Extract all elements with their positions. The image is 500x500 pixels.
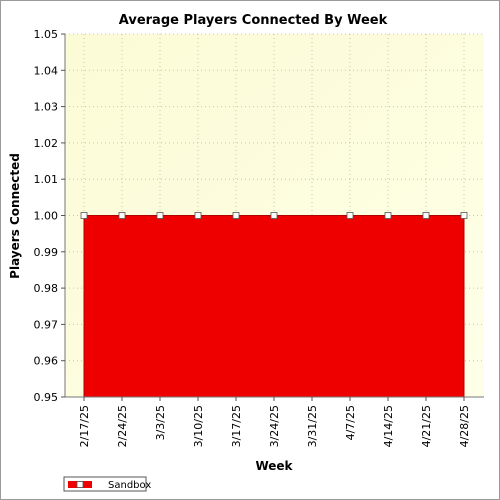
data-point xyxy=(194,212,202,219)
y-tick-label: 1.05 xyxy=(34,28,59,41)
y-tick-label: 1.02 xyxy=(34,137,59,150)
x-tick-label: 3/31/25 xyxy=(306,405,319,447)
x-tick-label: 3/24/25 xyxy=(268,405,281,447)
y-axis-ticks: 0.95 0.96 0.97 0.98 0.99 1.00 1.01 1.02 1.03 1.04… xyxy=(34,28,65,404)
y-tick-label: 1.04 xyxy=(34,64,59,77)
x-tick-label: 4/28/25 xyxy=(458,405,471,447)
y-tick-label: 0.98 xyxy=(34,282,59,295)
x-tick-label: 2/24/25 xyxy=(116,405,129,447)
x-tick-label: 2/17/25 xyxy=(78,405,91,447)
legend: Sandbox xyxy=(63,476,151,492)
data-point xyxy=(270,212,278,219)
grid-lines xyxy=(65,33,484,397)
y-tick-label: 0.96 xyxy=(34,355,59,368)
data-point xyxy=(232,212,240,219)
data-point xyxy=(80,212,88,219)
data-point xyxy=(460,212,468,219)
legend-label-sandbox: Sandbox xyxy=(108,480,151,491)
x-tick-label: 4/21/25 xyxy=(420,405,433,447)
y-tick-label: 1.01 xyxy=(34,173,59,186)
legend-marker xyxy=(76,481,84,488)
y-tick-label: 1.03 xyxy=(34,101,59,114)
data-point xyxy=(422,212,430,219)
data-point xyxy=(346,212,354,219)
data-points xyxy=(80,212,468,219)
x-tick-label: 3/3/25 xyxy=(154,405,167,440)
data-point xyxy=(156,212,164,219)
area-series xyxy=(83,215,465,398)
x-axis-label: Week xyxy=(255,459,293,473)
chart-title: Average Players Connected By Week xyxy=(119,13,388,28)
y-axis-label: Players Connected xyxy=(8,153,22,279)
x-tick-label: 3/10/25 xyxy=(192,405,205,447)
x-tick-label: 4/14/25 xyxy=(382,405,395,447)
data-point xyxy=(118,212,126,219)
x-tick-label: 3/17/25 xyxy=(230,405,243,447)
x-tick-label: 4/7/25 xyxy=(344,405,357,440)
x-axis-ticks: 2/17/25 2/24/25 3/3/25 3/10/25 3/17/25 3/24/2… xyxy=(78,397,471,447)
data-point xyxy=(384,212,392,219)
series-area-sandbox xyxy=(83,215,465,398)
y-tick-label: 0.95 xyxy=(34,391,59,404)
y-tick-label: 0.97 xyxy=(34,318,59,331)
y-tick-label: 1.00 xyxy=(34,210,59,223)
y-tick-label: 0.99 xyxy=(34,246,59,259)
